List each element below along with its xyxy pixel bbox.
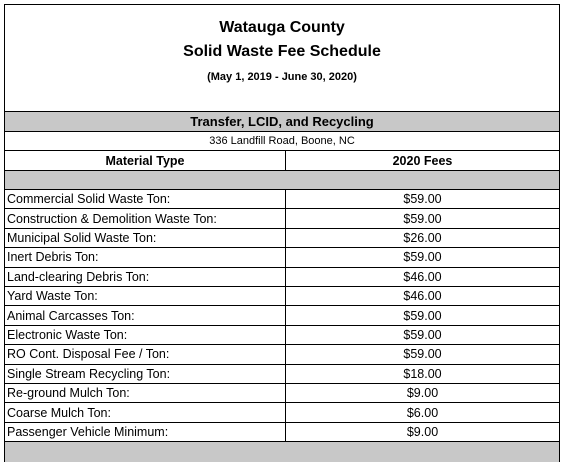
fee-cell: $59.00	[285, 306, 559, 325]
fee-cell: $59.00	[285, 190, 559, 209]
fee-cell: $46.00	[285, 267, 559, 286]
table-row: Re-ground Mulch Ton: $9.00	[5, 383, 559, 403]
table-row: Construction & Demolition Waste Ton: $59.…	[5, 208, 559, 228]
material-cell: Land-clearing Debris Ton:	[7, 269, 150, 284]
column-header: 2020 Fees	[285, 151, 559, 170]
fee-cell: $59.00	[285, 345, 559, 364]
fee-schedule: Watauga County Solid Waste Fee Schedule …	[4, 4, 560, 463]
footer-row	[5, 441, 559, 463]
material-cell: Coarse Mulch Ton:	[7, 405, 111, 420]
material-cell: Municipal Solid Waste Ton:	[7, 230, 157, 245]
title-line: Watauga County	[219, 19, 345, 36]
fee-cell: $9.00	[285, 384, 559, 403]
fee-cell: $59.00	[285, 325, 559, 345]
material-cell: Construction & Demolition Waste Ton:	[7, 211, 217, 226]
fee-cell: $46.00	[285, 287, 559, 306]
fee-cell: $59.00	[285, 209, 559, 228]
material-cell: Re-ground Mulch Ton:	[7, 386, 130, 401]
material-cell: Animal Carcasses Ton:	[7, 308, 135, 323]
title-line: Solid Waste Fee Schedule	[183, 43, 381, 60]
table-row: Municipal Solid Waste Ton: $26.00	[5, 227, 559, 248]
table-row: RO Cont. Disposal Fee / Ton: $59.00	[5, 344, 559, 364]
material-cell: Commercial Solid Waste Ton:	[7, 192, 171, 207]
table-row: Electronic Waste Ton: $59.00	[5, 324, 559, 345]
fee-cell: $26.00	[285, 228, 559, 248]
fee-cell: $9.00	[285, 422, 559, 442]
table-row: Passenger Vehicle Minimum: $9.00	[5, 421, 559, 442]
date-range: (May 1, 2019 - June 30, 2020)	[207, 71, 357, 83]
material-cell: Inert Debris Ton:	[7, 250, 99, 265]
table-row: Single Stream Recycling Ton: $18.00	[5, 363, 559, 383]
spacer-row	[5, 170, 559, 189]
table-row: Inert Debris Ton: $59.00	[5, 247, 559, 267]
material-cell: Yard Waste Ton:	[7, 289, 98, 304]
table-row: Commercial Solid Waste Ton: $59.00	[5, 189, 559, 209]
fee-cell: $59.00	[285, 248, 559, 267]
column-header: Material Type	[105, 153, 185, 168]
header-row: Material Type 2020 Fees	[5, 150, 559, 170]
table-row: Animal Carcasses Ton: $59.00	[5, 305, 559, 325]
fee-cell: $6.00	[285, 403, 559, 422]
material-cell: Electronic Waste Ton:	[7, 327, 128, 342]
material-cell: Single Stream Recycling Ton:	[7, 366, 171, 381]
table-row: Yard Waste Ton: $46.00	[5, 286, 559, 306]
fee-cell: $18.00	[285, 364, 559, 383]
material-cell: Passenger Vehicle Minimum:	[7, 424, 169, 439]
address: 336 Landfill Road, Boone, NC	[5, 131, 559, 150]
table-row: Coarse Mulch Ton: $6.00	[5, 402, 559, 422]
material-cell: RO Cont. Disposal Fee / Ton:	[7, 347, 170, 362]
table-row: Land-clearing Debris Ton: $46.00	[5, 266, 559, 286]
section-title: Transfer, LCID, and Recycling	[5, 111, 559, 131]
